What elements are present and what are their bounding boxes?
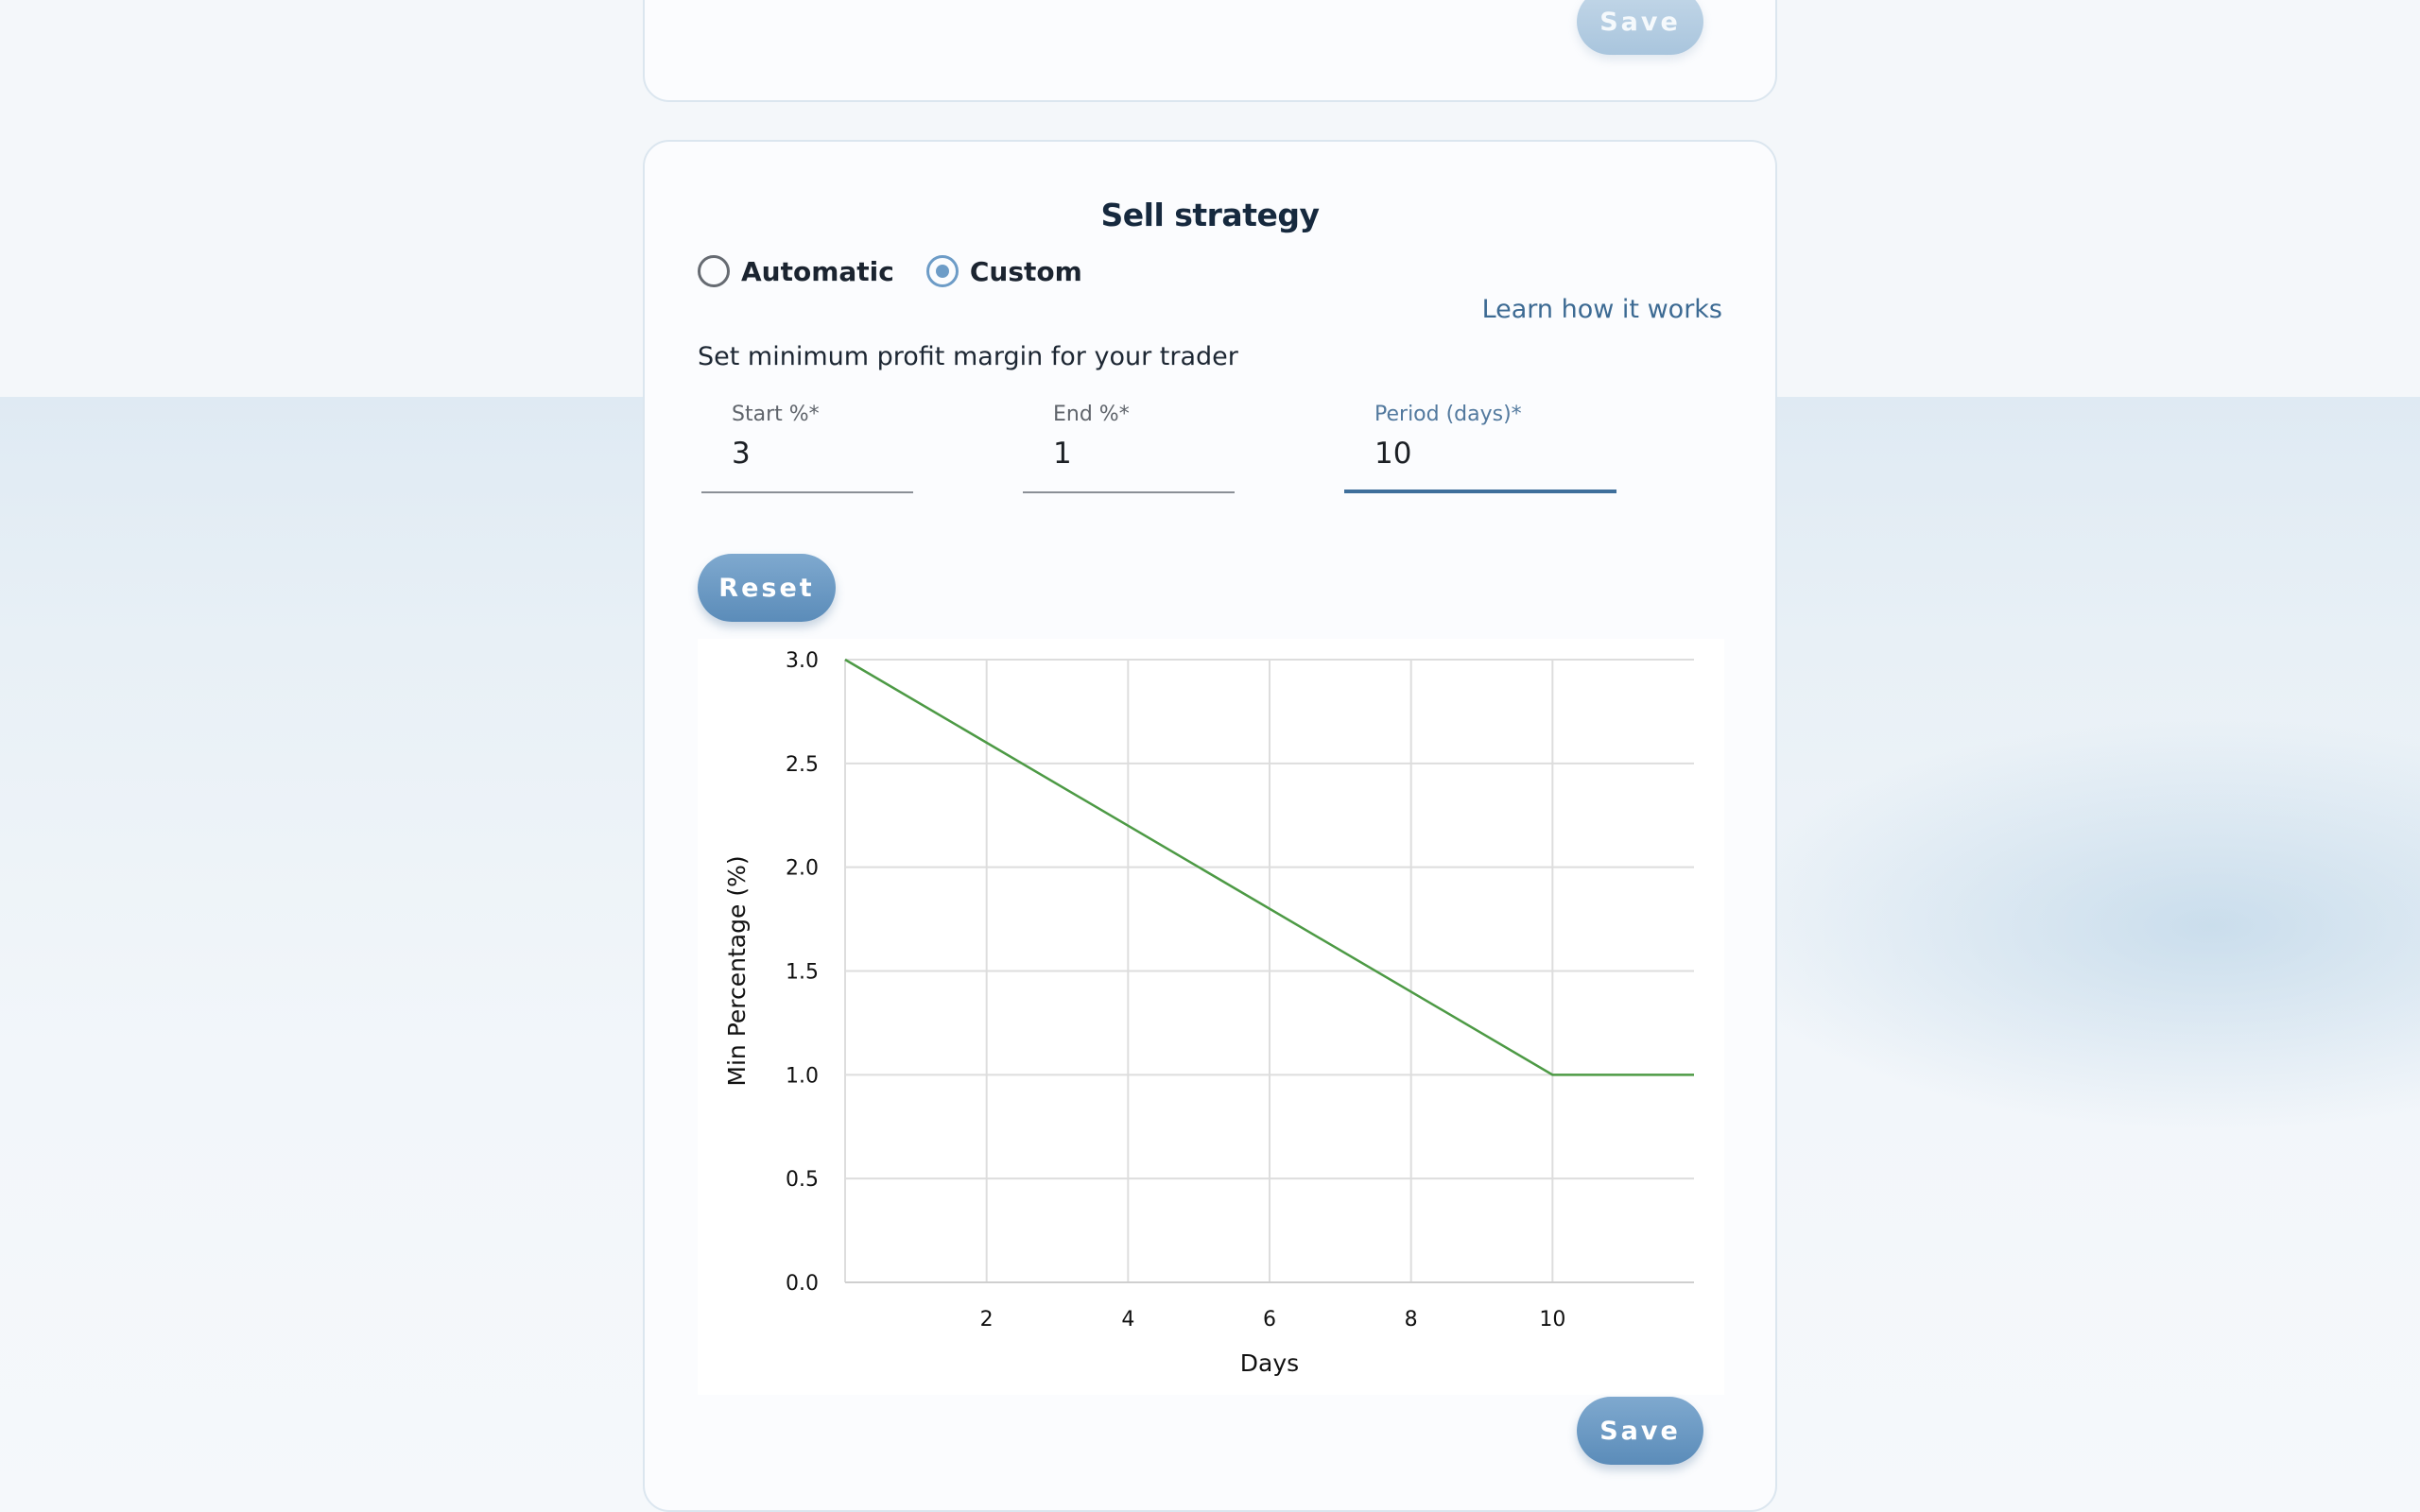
automatic-radio-option[interactable]: Automatic — [698, 255, 894, 287]
profit-margin-chart: 0.0 0.5 1.0 1.5 2.0 2.5 3.0 2 4 6 8 10 Days Min Perce… — [698, 639, 1724, 1395]
custom-radio-button[interactable] — [925, 255, 959, 287]
start-percent-field[interactable]: Start %* 3 — [701, 389, 913, 493]
end-percent-value[interactable]: 1 — [1053, 437, 1072, 471]
y-tick-label: 3.0 — [786, 649, 819, 673]
save-button[interactable]: Save — [1577, 1397, 1703, 1465]
y-tick-label: 0.0 — [786, 1272, 819, 1296]
series-line — [844, 658, 1694, 1076]
learn-how-it-works-link[interactable]: Learn how it works — [1481, 295, 1722, 324]
period-days-label: Period (days)* — [1374, 403, 1522, 426]
automatic-radio-button[interactable] — [698, 255, 730, 287]
y-tick-label: 2.5 — [786, 753, 819, 777]
custom-radio-label: Custom — [969, 255, 1082, 287]
top-save-button[interactable]: Save — [1577, 0, 1703, 55]
x-tick-label: 4 — [1121, 1308, 1134, 1332]
x-tick-label: 10 — [1539, 1308, 1565, 1332]
x-tick-label: 2 — [980, 1308, 994, 1332]
y-tick-label: 1.5 — [786, 961, 819, 985]
profit-margin-chart-svg: 0.0 0.5 1.0 1.5 2.0 2.5 3.0 2 4 6 8 10 Days Min Perce… — [723, 649, 1694, 1377]
x-tick-label: 8 — [1405, 1308, 1418, 1332]
profit-margin-subtitle: Set minimum profit margin for your trade… — [698, 342, 1238, 371]
radio-selected-dot — [935, 265, 949, 278]
y-tick-label: 1.0 — [786, 1064, 819, 1088]
end-percent-label: End %* — [1053, 403, 1130, 426]
y-tick-label: 2.0 — [786, 857, 819, 881]
x-tick-label: 6 — [1263, 1308, 1276, 1332]
sell-strategy-title: Sell strategy — [1100, 197, 1320, 233]
custom-radio-option[interactable]: Custom — [925, 255, 1082, 287]
start-percent-label: Start %* — [732, 403, 820, 426]
end-percent-field[interactable]: End %* 1 — [1023, 389, 1235, 493]
y-tick-label: 0.5 — [786, 1168, 819, 1192]
period-days-field[interactable]: Period (days)* 10 — [1344, 389, 1616, 493]
x-axis-label: Days — [1240, 1349, 1299, 1377]
automatic-radio-label: Automatic — [741, 255, 894, 287]
reset-button[interactable]: Reset — [698, 554, 836, 622]
strategy-mode-radio-group: Automatic Custom — [698, 255, 1115, 287]
start-percent-value[interactable]: 3 — [732, 437, 751, 471]
y-axis-label: Min Percentage (%) — [723, 855, 751, 1086]
period-days-value[interactable]: 10 — [1374, 437, 1412, 471]
